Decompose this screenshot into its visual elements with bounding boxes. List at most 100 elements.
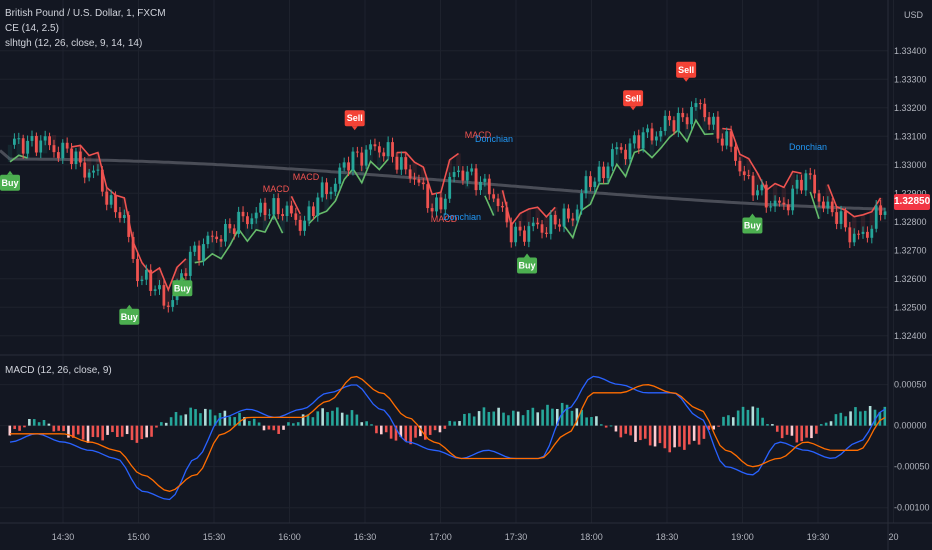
macd-histogram-bar [805,425,808,438]
macd-histogram-bar [306,414,310,426]
macd-histogram-bar [370,424,373,426]
macd-histogram-bar [815,425,818,434]
candle-body [421,182,425,185]
candle-body [12,138,16,145]
time-tick-label: 16:00 [278,532,301,542]
price-tick-label: 1.33300 [894,74,927,84]
candle-body [298,219,302,231]
candle-body [501,206,504,208]
macd-histogram-bar [683,425,686,450]
candle-body [52,145,56,153]
candle-body [461,170,465,181]
candle-body [87,172,91,178]
candle-body [769,206,773,208]
buy-signal-label: Buy [174,283,191,293]
candle-body [347,162,350,171]
macd-histogram-bar [384,425,388,433]
candle-body [171,300,175,307]
macd-histogram-bar [643,425,647,439]
macd-histogram-bar [634,425,637,442]
candle-body [690,106,693,125]
macd-histogram-bar [394,425,398,441]
candle-body [575,209,579,221]
macd-histogram-bar [555,408,559,426]
macd-histogram-bar [775,425,779,432]
candle-body [215,236,219,240]
candle-body [351,151,355,171]
macd-histogram-bar [345,414,349,426]
candle-body [720,138,724,146]
price-tick-label: 1.32700 [894,245,927,255]
candle-body [830,201,834,213]
price-tick-label: 1.33000 [894,160,927,170]
buy-signal-label: Buy [1,178,18,188]
price-candles [12,97,887,313]
candle-body [470,168,474,172]
macd-histogram-bar [609,425,613,427]
macd-histogram-bar [575,408,579,426]
macd-histogram-bar [687,425,691,445]
candle-body [593,181,597,188]
candle-body [536,222,540,225]
sell-signal-label: Sell [625,93,641,103]
legend-symbol[interactable]: British Pound / U.S. Dollar, 1, FXCM [5,8,166,19]
macd-histogram-bar [746,409,750,426]
buy-signal[interactable]: Buy [172,276,193,297]
macd-histogram-bar [169,417,173,426]
sell-signal[interactable]: Sell [676,61,697,82]
macd-histogram-bar [727,415,730,426]
macd-line [9,375,886,501]
macd-histogram-bar [624,425,628,434]
candle-body [228,223,232,229]
candle-body [668,115,671,121]
candle-body [153,289,157,291]
candle-body [65,142,69,149]
macd-histogram-bar [570,410,574,426]
candle-body [545,232,548,234]
candle-body [813,174,817,194]
buy-signal[interactable]: Buy [517,253,538,274]
macd-histogram-bar [360,422,364,426]
macd-histogram-bar [28,418,31,426]
macd-histogram-bar [23,425,26,428]
macd-histogram-bar [164,422,168,426]
legend-macd[interactable]: MACD (12, 26, close, 9) [5,365,112,376]
macd-histogram-bar [834,414,838,426]
candle-body [580,193,584,210]
candle-body [659,130,663,137]
macd-histogram-bar [125,425,129,435]
buy-signal[interactable]: Buy [0,170,20,191]
macd-histogram-bar [463,413,466,426]
candle-body [100,169,104,192]
candle-body [188,251,192,276]
candle-body [386,142,390,157]
macd-histogram-bar [13,425,16,430]
candle-body [518,226,522,231]
time-tick-label: 17:00 [429,532,452,542]
sell-signal[interactable]: Sell [344,110,365,131]
macd-histogram-bar [331,410,334,426]
macd-histogram-bar [262,425,266,431]
buy-signal-label: Buy [121,312,138,322]
buy-signal[interactable]: Buy [119,304,140,325]
buy-signal[interactable]: Buy [742,213,763,234]
legend-custom[interactable]: slhtgh (12, 26, close, 9, 14, 14) [5,38,143,49]
candle-body [237,211,241,234]
candle-body [584,176,588,194]
candle-body [496,198,500,207]
macd-histogram-bar [443,425,447,429]
sell-signal[interactable]: Sell [623,90,644,111]
candle-body [817,193,821,202]
candle-body [391,142,394,157]
candle-body [259,202,263,213]
candle-body [650,128,654,141]
candle-body [795,179,799,189]
candle-body [193,245,197,252]
macd-histogram-bar [731,417,735,426]
legend-ce[interactable]: CE (14, 2.5) [5,23,59,34]
candle-body [426,184,430,209]
candle-body [756,190,759,196]
macd-histogram-bar [614,425,618,432]
macd-histogram-bar [551,408,554,426]
